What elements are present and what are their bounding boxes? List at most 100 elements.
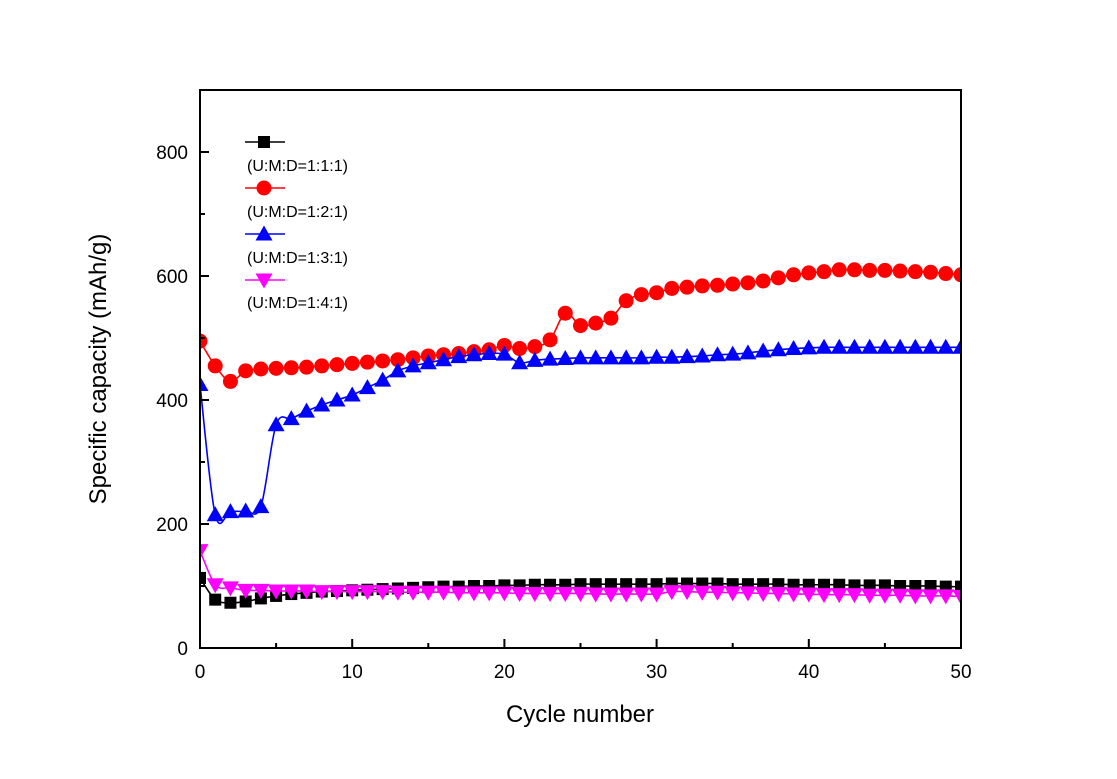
data-point (495, 345, 513, 361)
data-point (833, 578, 846, 591)
data-point (587, 349, 605, 365)
data-point (877, 262, 893, 278)
data-point (604, 578, 617, 591)
data-point (708, 346, 726, 362)
x-tick-label: 30 (646, 662, 667, 683)
data-point (358, 585, 376, 601)
data-point (876, 338, 894, 354)
data-point (769, 586, 787, 602)
data-point (267, 584, 285, 600)
data-point (328, 585, 346, 601)
x-tick-label: 0 (195, 662, 206, 683)
data-point (620, 578, 633, 591)
data-point (739, 344, 757, 360)
data-point (678, 348, 696, 364)
data-point (909, 580, 922, 592)
data-point (800, 587, 818, 603)
data-point (404, 585, 422, 601)
data-point (679, 279, 695, 295)
legend-marker (258, 136, 270, 148)
data-point (222, 373, 238, 389)
data-point (815, 338, 833, 354)
data-point (632, 587, 650, 603)
data-point (390, 352, 406, 368)
data-point (862, 262, 878, 278)
x-tick-label: 10 (342, 662, 363, 683)
data-point (237, 583, 255, 599)
data-point (953, 267, 961, 283)
data-point (906, 589, 924, 605)
data-point (238, 363, 254, 379)
data-point (708, 585, 726, 601)
series-layer (200, 262, 961, 609)
legend-marker (255, 273, 273, 289)
data-point (200, 376, 209, 391)
data-point (649, 285, 665, 301)
data-point (693, 585, 711, 601)
y-tick-label: 800 (156, 143, 188, 164)
data-point (541, 350, 559, 366)
data-point (633, 287, 649, 303)
data-point (755, 273, 771, 289)
y-tick-label: 400 (156, 391, 188, 412)
data-point (343, 386, 361, 402)
data-point (830, 588, 848, 604)
data-point (283, 360, 299, 376)
y-tick-label: 0 (177, 639, 188, 660)
data-point (495, 586, 513, 602)
data-point (818, 578, 831, 591)
legend-marker (255, 225, 273, 241)
data-point (786, 267, 802, 283)
data-point (845, 338, 863, 354)
y-axis-title: Specific capacity (mAh/g) (85, 234, 112, 505)
data-point (754, 586, 772, 602)
data-point (924, 580, 937, 592)
axes-layer: 0 10 20 30 40 50 0 200 400 600 800 (156, 143, 971, 683)
data-point (830, 338, 848, 354)
data-point (588, 315, 604, 331)
data-point (878, 579, 891, 592)
y-tick-label: 200 (156, 515, 188, 536)
data-point (602, 349, 620, 365)
y-tick-label: 600 (156, 267, 188, 288)
data-point (358, 379, 376, 395)
data-point (846, 262, 862, 278)
data-point (343, 585, 361, 601)
data-point (785, 340, 803, 356)
data-point (663, 348, 681, 364)
data-point (557, 305, 573, 321)
data-point (299, 359, 315, 375)
data-point (389, 585, 407, 601)
data-point (480, 586, 498, 602)
data-point (496, 337, 512, 353)
data-point (664, 280, 680, 296)
data-point (816, 264, 832, 280)
data-point (725, 276, 741, 292)
data-point (952, 590, 961, 606)
data-point (419, 354, 437, 370)
data-point (937, 589, 955, 605)
data-point (359, 354, 375, 370)
data-point (801, 265, 817, 281)
data-point (511, 354, 529, 370)
legend: (U:M:D=1:1:1) (U:M:D=1:2:1) (U:M:D=1:3:1) (… (245, 136, 348, 312)
data-point (922, 338, 940, 354)
x-axis-title: Cycle number (506, 701, 654, 728)
data-point (389, 362, 407, 378)
data-point (465, 586, 483, 602)
data-point (617, 587, 635, 603)
legend-item-2: (U:M:D=1:2:1) (245, 180, 348, 221)
data-point (861, 588, 879, 604)
data-point (892, 263, 908, 279)
data-point (206, 506, 224, 522)
data-point (221, 503, 239, 519)
data-point (328, 391, 346, 407)
data-point (785, 587, 803, 603)
data-point (693, 347, 711, 363)
data-point (618, 293, 634, 309)
data-point (344, 355, 360, 371)
data-point (511, 586, 529, 602)
data-point (678, 585, 696, 601)
